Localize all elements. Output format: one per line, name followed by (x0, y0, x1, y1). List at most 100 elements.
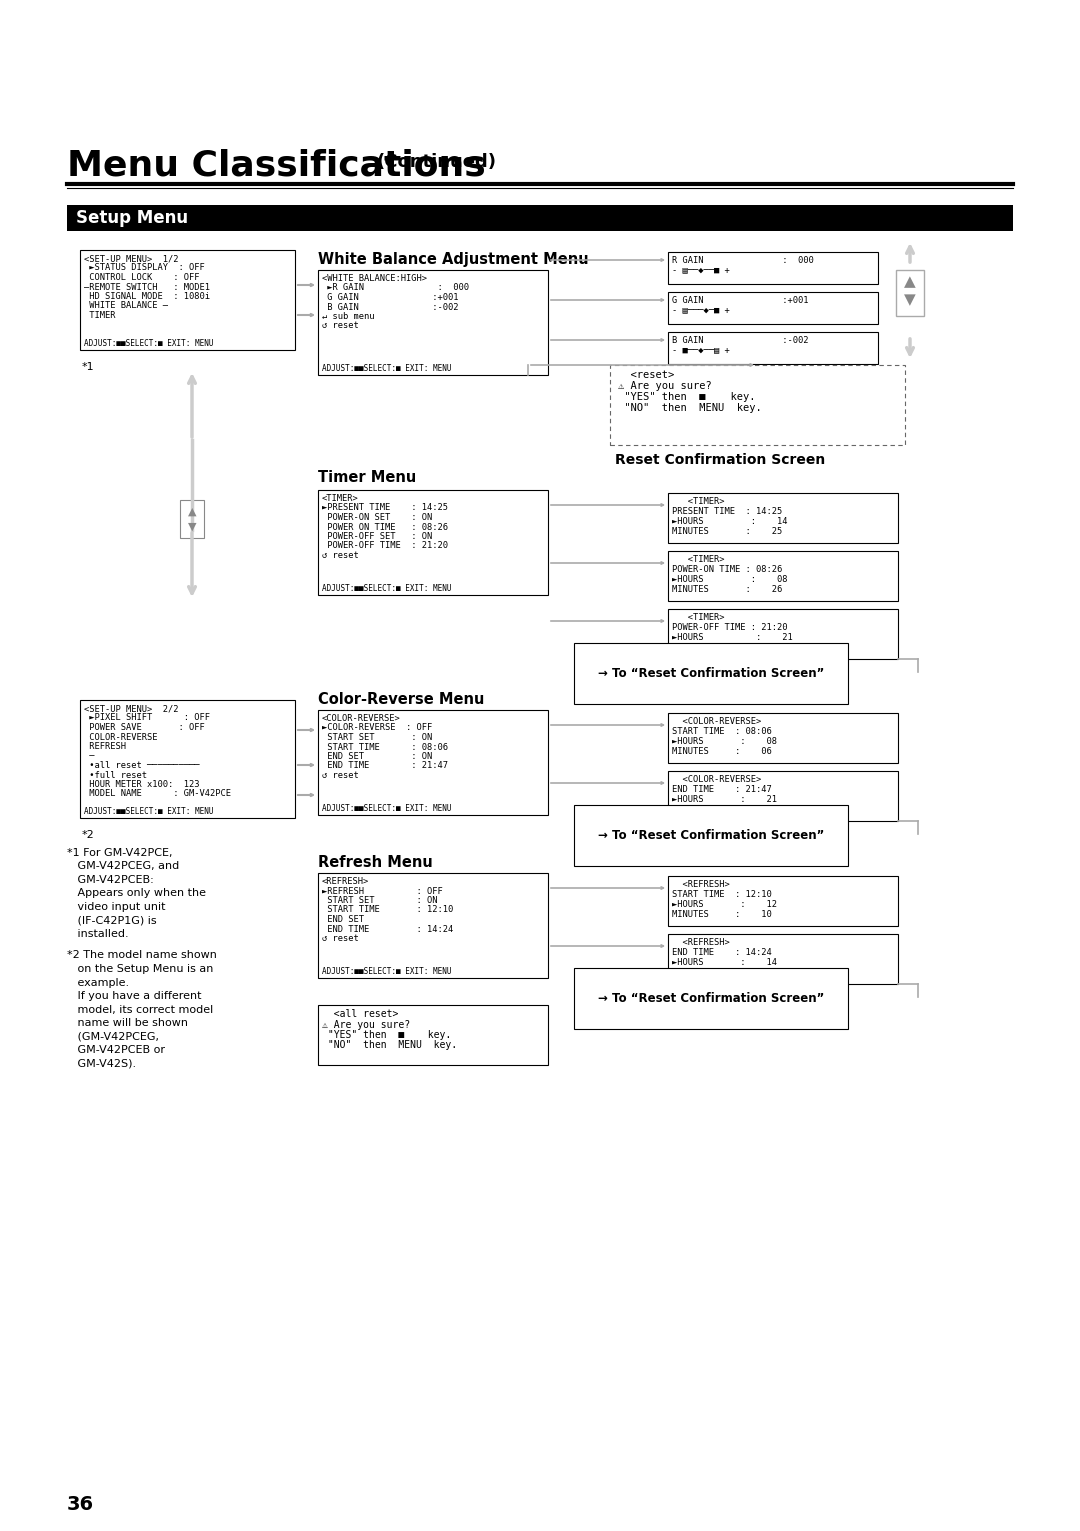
Text: ►HOURS         :    14: ►HOURS : 14 (672, 517, 787, 527)
Text: G GAIN              :+001: G GAIN :+001 (322, 292, 459, 302)
Text: B GAIN              :-002: B GAIN :-002 (322, 303, 459, 311)
Text: - ▤──◆──■ +: - ▤──◆──■ + (672, 265, 730, 274)
Text: ADJUST:■■SELECT:■ EXIT: MENU: ADJUST:■■SELECT:■ EXIT: MENU (322, 364, 451, 374)
Text: installed.: installed. (67, 929, 129, 939)
Text: COLOR-REVERSE: COLOR-REVERSE (84, 732, 158, 741)
Text: <REFRESH>: <REFRESH> (322, 877, 369, 886)
Text: CONTROL LOCK    : OFF: CONTROL LOCK : OFF (84, 273, 200, 282)
Text: *2 The model name shown: *2 The model name shown (67, 951, 217, 960)
Text: ►HOURS         :    08: ►HOURS : 08 (672, 576, 787, 583)
Text: Color-Reverse Menu: Color-Reverse Menu (318, 692, 484, 707)
Bar (318, 490, 548, 596)
Bar (669, 332, 878, 364)
Text: GM-V42S).: GM-V42S). (67, 1058, 136, 1069)
Text: START SET        : ON: START SET : ON (322, 896, 437, 905)
Text: (Continued): (Continued) (377, 153, 497, 171)
Text: GM-V42PCEB:: GM-V42PCEB: (67, 876, 153, 885)
Text: G GAIN               :+001: G GAIN :+001 (672, 295, 809, 305)
Text: POWER-OFF TIME  : 21:20: POWER-OFF TIME : 21:20 (322, 542, 448, 551)
Text: ⚠ Are you sure?: ⚠ Are you sure? (322, 1020, 410, 1029)
Text: ADJUST:■■SELECT:■ EXIT: MENU: ADJUST:■■SELECT:■ EXIT: MENU (84, 338, 214, 348)
Bar (318, 269, 548, 375)
Bar (669, 292, 878, 325)
Bar (669, 876, 897, 926)
Text: name will be shown: name will be shown (67, 1018, 188, 1027)
Text: POWER-ON SET    : ON: POWER-ON SET : ON (322, 513, 432, 522)
Text: ►HOURS          :    21: ►HOURS : 21 (672, 632, 793, 641)
Bar (669, 551, 897, 602)
Text: <WHITE BALANCE:HIGH>: <WHITE BALANCE:HIGH> (322, 274, 427, 283)
Text: MINUTES        :    20: MINUTES : 20 (672, 643, 787, 652)
Text: <SET-UP MENU>  2/2: <SET-UP MENU> 2/2 (84, 704, 178, 713)
Text: HD SIGNAL MODE  : 1080i: HD SIGNAL MODE : 1080i (84, 292, 210, 302)
Text: Menu Classifications: Menu Classifications (67, 149, 486, 182)
Bar (669, 609, 897, 658)
Bar (669, 934, 897, 984)
Text: <COLOR-REVERSE>: <COLOR-REVERSE> (672, 775, 761, 784)
Text: ►HOURS       :    08: ►HOURS : 08 (672, 736, 777, 746)
Text: —: — (84, 752, 95, 761)
Text: → To “Reset Confirmation Screen”: → To “Reset Confirmation Screen” (598, 668, 824, 680)
Text: *1 For GM-V42PCE,: *1 For GM-V42PCE, (67, 848, 173, 857)
Text: ⚠ Are you sure?: ⚠ Are you sure? (618, 381, 712, 390)
Text: GM-V42PCEG, and: GM-V42PCEG, and (67, 862, 179, 871)
Text: ADJUST:■■SELECT:■ EXIT: MENU: ADJUST:■■SELECT:■ EXIT: MENU (322, 583, 451, 592)
Text: "NO"  then  MENU  key.: "NO" then MENU key. (322, 1041, 457, 1050)
Text: POWER ON TIME   : 08:26: POWER ON TIME : 08:26 (322, 522, 448, 531)
Text: MINUTES       :    25: MINUTES : 25 (672, 527, 782, 536)
Text: MINUTES     :    47: MINUTES : 47 (672, 805, 772, 814)
Text: ↺ reset: ↺ reset (322, 934, 359, 943)
Text: START TIME      : 08:06: START TIME : 08:06 (322, 743, 448, 752)
Text: MINUTES     :    24: MINUTES : 24 (672, 968, 772, 977)
Bar (318, 1004, 548, 1066)
Bar (318, 710, 548, 814)
Bar (180, 501, 204, 537)
Text: ►PRESENT TIME    : 14:25: ►PRESENT TIME : 14:25 (322, 504, 448, 513)
Text: ▲: ▲ (904, 274, 916, 289)
Text: <TIMER>: <TIMER> (672, 612, 725, 622)
Text: "YES" then  ■    key.: "YES" then ■ key. (322, 1030, 451, 1040)
Text: ►HOURS       :    21: ►HOURS : 21 (672, 795, 777, 804)
Text: B GAIN               :-002: B GAIN :-002 (672, 335, 809, 344)
Text: Timer Menu: Timer Menu (318, 470, 416, 485)
Bar (80, 700, 295, 818)
Text: Setup Menu: Setup Menu (76, 210, 188, 227)
Text: ►HOURS       :    14: ►HOURS : 14 (672, 958, 777, 968)
Text: ►HOURS       :    12: ►HOURS : 12 (672, 900, 777, 909)
Text: → To “Reset Confirmation Screen”: → To “Reset Confirmation Screen” (598, 828, 824, 842)
Text: MINUTES       :    26: MINUTES : 26 (672, 585, 782, 594)
Text: "NO"  then  MENU  key.: "NO" then MENU key. (618, 403, 761, 413)
Text: ↺ reset: ↺ reset (322, 551, 359, 560)
Text: MINUTES     :    10: MINUTES : 10 (672, 909, 772, 919)
Text: (GM-V42PCEG,: (GM-V42PCEG, (67, 1032, 159, 1041)
Bar (318, 873, 548, 978)
Text: POWER-OFF TIME : 21:20: POWER-OFF TIME : 21:20 (672, 623, 787, 632)
Bar (669, 493, 897, 544)
Text: START SET       : ON: START SET : ON (322, 733, 432, 743)
Text: <TIMER>: <TIMER> (672, 498, 725, 507)
Text: GM-V42PCEB or: GM-V42PCEB or (67, 1046, 165, 1055)
Bar (610, 364, 905, 446)
Text: END TIME    : 21:47: END TIME : 21:47 (672, 785, 772, 795)
Text: ADJUST:■■SELECT:■ EXIT: MENU: ADJUST:■■SELECT:■ EXIT: MENU (322, 804, 451, 813)
Text: 36: 36 (67, 1494, 94, 1514)
Text: ADJUST:■■SELECT:■ EXIT: MENU: ADJUST:■■SELECT:■ EXIT: MENU (84, 807, 214, 816)
Text: Reset Confirmation Screen: Reset Confirmation Screen (615, 453, 825, 467)
Bar (67, 205, 1013, 231)
Text: START TIME       : 12:10: START TIME : 12:10 (322, 905, 454, 914)
Text: <TIMER>: <TIMER> (672, 556, 725, 563)
Text: ▼: ▼ (904, 292, 916, 308)
Text: HOUR METER x100:  123: HOUR METER x100: 123 (84, 779, 200, 788)
Text: <SET-UP MENU>  1/2: <SET-UP MENU> 1/2 (84, 254, 178, 263)
Text: - ▤───◆─■ +: - ▤───◆─■ + (672, 305, 730, 314)
Text: ↺ reset: ↺ reset (322, 772, 359, 779)
Text: POWER-OFF SET   : ON: POWER-OFF SET : ON (322, 531, 432, 540)
Text: (IF-C42P1G) is: (IF-C42P1G) is (67, 916, 157, 926)
Text: *1: *1 (82, 361, 95, 372)
Text: → To “Reset Confirmation Screen”: → To “Reset Confirmation Screen” (598, 992, 824, 1004)
Text: END TIME        : 21:47: END TIME : 21:47 (322, 761, 448, 770)
Text: ADJUST:■■SELECT:■ EXIT: MENU: ADJUST:■■SELECT:■ EXIT: MENU (322, 968, 451, 975)
Text: WHITE BALANCE —: WHITE BALANCE — (84, 302, 168, 311)
Text: TIMER: TIMER (84, 311, 116, 320)
Text: MINUTES     :    06: MINUTES : 06 (672, 747, 772, 756)
